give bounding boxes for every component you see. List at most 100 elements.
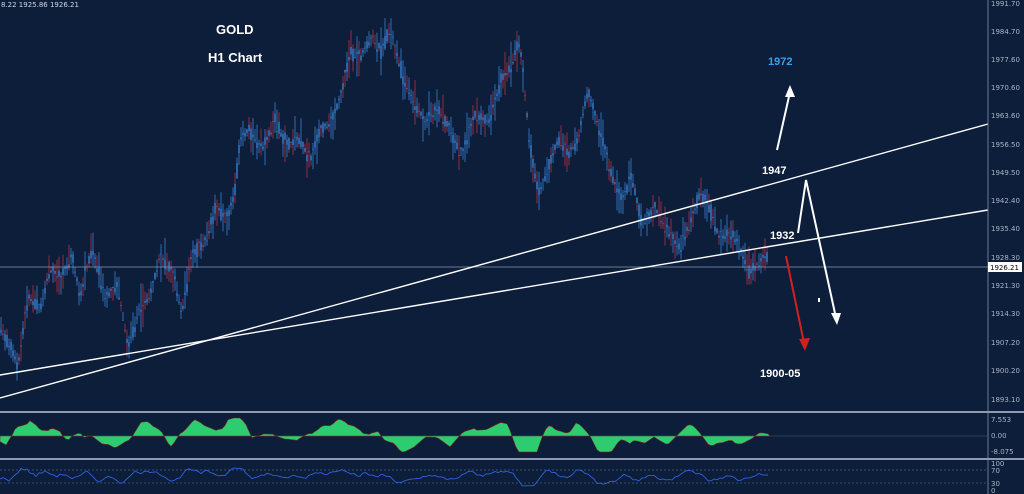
- candle-body: [720, 231, 722, 232]
- candle-body: [734, 239, 736, 243]
- candle-body: [170, 267, 172, 270]
- price-tick: 1914.30: [991, 310, 1020, 318]
- candle-body: [384, 35, 386, 49]
- candle-body: [248, 124, 250, 132]
- candle-body: [298, 137, 300, 144]
- candle-body: [418, 110, 420, 112]
- candle-body: [166, 268, 168, 270]
- candle-body: [566, 148, 568, 156]
- candle-body: [730, 236, 732, 240]
- candle-body: [464, 140, 466, 145]
- candle-body: [634, 188, 636, 196]
- candle-body: [516, 41, 518, 51]
- candle-body: [82, 283, 84, 287]
- candle-body: [338, 98, 340, 101]
- current-price-label: 1926.21: [990, 264, 1019, 272]
- candle-body: [632, 182, 634, 187]
- candle-body: [580, 120, 582, 126]
- candle-body: [328, 124, 330, 127]
- candle-body: [626, 185, 628, 193]
- candle-body: [424, 121, 426, 123]
- candle-body: [366, 41, 368, 49]
- candle-body: [376, 49, 378, 52]
- candle-body: [662, 223, 664, 225]
- candle-body: [330, 116, 332, 119]
- candle-body: [472, 116, 474, 121]
- candle-body: [620, 193, 622, 200]
- candle-body: [294, 136, 296, 138]
- candle-body: [528, 140, 530, 142]
- candle-body: [258, 143, 260, 145]
- candle-body: [644, 223, 646, 225]
- candle-body: [694, 208, 696, 210]
- candle-body: [674, 240, 676, 244]
- price-tick: 1984.70: [991, 28, 1020, 36]
- candle-body: [378, 43, 380, 49]
- candle-body: [394, 45, 396, 47]
- candle-body: [664, 231, 666, 233]
- candle-body: [670, 232, 672, 234]
- candle-body: [54, 270, 56, 274]
- candle-body: [0, 329, 2, 333]
- candle-body: [342, 83, 344, 90]
- candle-body: [144, 300, 146, 303]
- candle-body: [676, 246, 678, 247]
- candle-body: [52, 266, 54, 272]
- candle-body: [122, 319, 124, 321]
- candle-body: [184, 292, 186, 295]
- candle-body: [136, 317, 138, 319]
- candle-body: [398, 63, 400, 67]
- candle-body: [532, 158, 534, 168]
- candle-body: [514, 50, 516, 55]
- candle-body: [16, 361, 18, 370]
- candle-body: [510, 69, 512, 73]
- candle-body: [362, 50, 364, 53]
- candle-body: [530, 144, 532, 158]
- candle-body: [112, 286, 114, 288]
- candle-body: [138, 309, 140, 310]
- candle-body: [124, 329, 126, 331]
- candle-body: [388, 33, 390, 35]
- candle-body: [700, 193, 702, 196]
- candle-body: [174, 276, 176, 280]
- candle-body: [348, 56, 350, 61]
- candle-body: [718, 235, 720, 238]
- candle-body: [622, 195, 624, 198]
- candle-body: [70, 254, 72, 258]
- candle-body: [538, 187, 540, 196]
- candle-body: [502, 73, 504, 80]
- candle-body: [202, 245, 204, 247]
- rsi-tick: 30: [991, 480, 1000, 488]
- candle-body: [80, 291, 82, 296]
- candle-body: [264, 137, 266, 145]
- candle-body: [296, 136, 298, 140]
- candle-body: [564, 143, 566, 145]
- candle-body: [344, 69, 346, 73]
- candle-body: [444, 115, 446, 127]
- candle-body: [630, 173, 632, 180]
- candle-body: [692, 211, 694, 214]
- candle-body: [286, 139, 288, 145]
- candle-body: [90, 250, 92, 259]
- candle-body: [62, 267, 64, 275]
- candle-body: [652, 206, 654, 208]
- candle-body: [208, 230, 210, 234]
- candle-body: [134, 327, 136, 333]
- candle-body: [584, 101, 586, 107]
- candle-body: [496, 93, 498, 97]
- candle-body: [518, 43, 520, 48]
- candle-body: [484, 114, 486, 124]
- candle-body: [562, 145, 564, 151]
- candle-body: [24, 312, 26, 314]
- candle-body: [380, 45, 382, 59]
- candle-body: [458, 155, 460, 156]
- candle-body: [448, 123, 450, 126]
- candle-body: [300, 140, 302, 147]
- candle-body: [760, 258, 762, 262]
- candle-body: [98, 267, 100, 275]
- candle-body: [6, 335, 8, 348]
- candle-body: [536, 181, 538, 190]
- candle-body: [316, 134, 318, 142]
- candle-body: [558, 136, 560, 146]
- candle-body: [726, 229, 728, 236]
